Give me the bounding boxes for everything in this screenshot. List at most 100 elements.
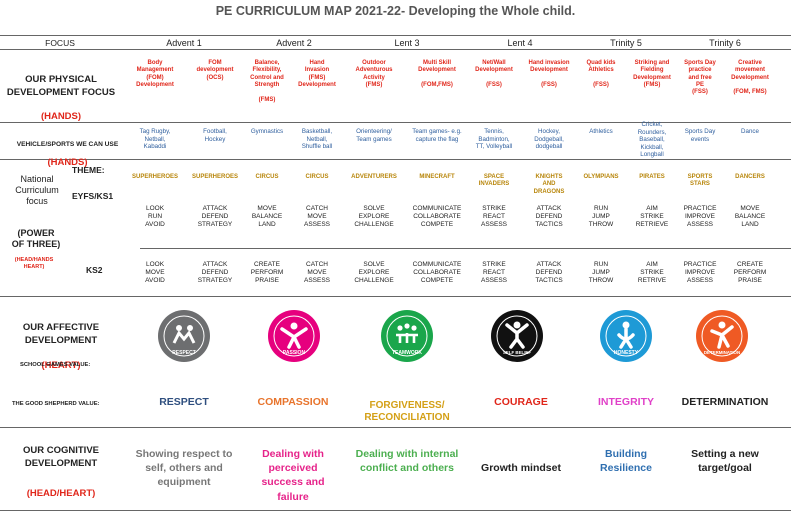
physical-focus-cell: FOM development (OCS)	[196, 60, 234, 81]
sport-cell: Team games- e.g. capture the flag	[412, 128, 462, 143]
physical-focus-cell: Net/Wall Development (FSS)	[475, 60, 513, 88]
ks2-skill-cell: ATTACK DEFEND TACTICS	[535, 261, 563, 284]
divider	[0, 49, 791, 50]
ks2-skill-cell: CREATE PERFORM PRAISE	[733, 261, 767, 284]
cognitive-cell: Showing respect to self, others and equi…	[135, 448, 233, 489]
theme-cell: OLYMPIANS	[583, 174, 619, 180]
ks2-skill-cell: PRACTICE IMPROVE ASSESS	[683, 261, 717, 284]
cognitive-sub: (HEAD/HEART)	[26, 488, 96, 499]
ks2-skill-cell: SOLVE EXPLORE CHALLENGE	[354, 261, 394, 284]
eyfs-skill-cell: RUN JUMP THROW	[588, 205, 614, 228]
determination-figure-icon: DETERMINATION	[695, 309, 749, 363]
physical-focus-cell: Striking and Fielding Development (FMS)	[633, 60, 671, 88]
divider	[0, 122, 791, 123]
shepherd-value: RESPECT	[159, 396, 209, 408]
ks2-label: KS2	[86, 265, 103, 275]
affective-label-text: OUR AFFECTIVE DEVELOPMENT	[22, 321, 100, 346]
physical-focus-cell: Hand invasion Development (FSS)	[528, 60, 570, 88]
physical-focus-cell: Body Management (FOM) Development	[136, 60, 174, 88]
divider	[140, 248, 791, 249]
cognitive-cell: Dealing with perceived success and failu…	[261, 448, 325, 503]
theme-cell: CIRCUS	[255, 174, 279, 180]
ks2-skill-cell: ATTACK DEFEND STRATEGY	[197, 261, 233, 284]
term-header: Advent 2	[276, 38, 312, 48]
page-title: PE CURRICULUM MAP 2021-22- Developing th…	[215, 4, 576, 18]
cognitive-cell: Dealing with internal conflict and other…	[355, 448, 459, 475]
term-header: Lent 3	[394, 38, 420, 48]
shepherd-value: INTEGRITY	[597, 396, 654, 408]
affective-label: OUR AFFECTIVE DEVELOPMENT (HEART)	[5, 309, 117, 373]
physical-focus-cell: Balance, Flexibility, Control and Streng…	[250, 60, 284, 103]
head-hands-heart-label: (HEAD/HANDS HEART)	[14, 257, 54, 270]
ks2-skill-cell: RUN JUMP THROW	[588, 261, 614, 284]
self-belief-figure-icon: SELF BELIEF	[490, 309, 544, 363]
theme-cell: SUPERHEROES	[191, 174, 238, 180]
ks2-skill-cell: COMMUNICATE COLLABORATE COMPETE	[412, 261, 462, 284]
eyfs-label: EYFS/KS1	[72, 191, 114, 201]
sport-cell: Sports Day events	[684, 128, 716, 143]
eyfs-skill-cell: MOVE BALANCE LAND	[734, 205, 766, 228]
eyfs-skill-cell: COMMUNICATE COLLABORATE COMPETE	[412, 205, 462, 228]
sport-cell: Orienteering/ Team games	[356, 128, 392, 143]
theme-cell: SPACE INVADERS	[478, 174, 510, 188]
respect-figures-icon: RESPECT	[157, 309, 211, 363]
sport-cell: Basketball, Netball, Shuffle ball	[301, 128, 333, 151]
national-curriculum-label: National Curriculum focus	[15, 174, 59, 206]
theme-cell: CIRCUS	[305, 174, 329, 180]
physical-focus-cell: Sports Day practice and free PE (FSS)	[684, 60, 716, 96]
sport-cell: Hockey, Dodgeball, dodgeball	[534, 128, 564, 151]
theme-label: THEME:	[72, 165, 105, 175]
term-header: Advent 1	[166, 38, 202, 48]
ks2-skill-cell: CREATE PERFORM PRAISE	[250, 261, 284, 284]
eyfs-skill-cell: LOOK RUN AVOID	[145, 205, 165, 228]
theme-cell: PIRATES	[639, 174, 665, 180]
eyfs-skill-cell: PRACTICE IMPROVE ASSESS	[683, 205, 717, 228]
cognitive-cell: Setting a new target/goal	[691, 448, 759, 475]
eyfs-skill-cell: SOLVE EXPLORE CHALLENGE	[354, 205, 394, 228]
divider	[0, 296, 791, 297]
divider	[0, 510, 791, 511]
badge-label: DETERMINATION	[704, 350, 740, 355]
term-header: Lent 4	[507, 38, 533, 48]
vehicle-sub: (HANDS)	[47, 157, 88, 169]
affective-sub: (HEART)	[41, 360, 81, 372]
physical-focus-cell: Outdoor Adventurous Activity (FMS)	[355, 60, 393, 88]
eyfs-skill-cell: STRIKE REACT ASSESS	[480, 205, 507, 228]
sport-cell: Gymnastics	[250, 128, 284, 135]
power-of-three-label: (POWER OF THREE)	[11, 228, 61, 249]
badge-label: SELF BELIEF	[503, 350, 531, 355]
shepherd-value: COMPASSION	[257, 396, 329, 408]
physical-sub: (HANDS)	[40, 111, 82, 123]
physical-focus-cell: Creative movement Development (FOM, FMS)	[731, 60, 769, 96]
shepherd-value: DETERMINATION	[681, 396, 769, 408]
sport-cell: Dance	[741, 128, 759, 135]
sport-cell: Tennis, Badminton, TT, Volleyball	[475, 128, 513, 151]
ks2-skill-cell: AIM STRIKE RETRIVE	[637, 261, 667, 284]
passion-figure-icon: PASSION	[267, 309, 321, 363]
theme-cell: DANCERS	[735, 174, 765, 180]
eyfs-skill-cell: MOVE BALANCE LAND	[251, 205, 283, 228]
sport-cell: Cricket, Rounders, Baseball, Kickball, L…	[637, 121, 667, 159]
theme-cell: SPORTS STARS	[687, 174, 713, 188]
badge-label: TEAMWORK	[392, 350, 422, 356]
eyfs-skill-cell: ATTACK DEFEND TACTICS	[535, 205, 563, 228]
physical-focus-cell: Hand Invasion (FMS) Development	[298, 60, 336, 88]
ks2-skill-cell: LOOK MOVE AVOID	[145, 261, 165, 284]
theme-cell: KNIGHTS AND DRAGONS	[533, 174, 565, 195]
vehicle-label-text: VEHICLE/SPORTS WE CAN USE	[16, 141, 119, 149]
theme-cell: ADVENTURERS	[351, 174, 397, 180]
theme-cell: MINECRAFT	[419, 174, 455, 180]
badge-label: HONESTY	[614, 350, 639, 356]
eyfs-skill-cell: AIM STRIKE RETRIEVE	[635, 205, 669, 228]
physical-focus-cell: Multi Skill Development (FOM,FMS)	[418, 60, 456, 88]
physical-label: OUR PHYSICAL DEVELOPMENT FOCUS (HANDS)	[5, 62, 117, 124]
ks2-skill-cell: CATCH MOVE ASSESS	[303, 261, 330, 284]
theme-cell: SUPERHEROES	[131, 174, 178, 180]
divider	[0, 159, 791, 160]
eyfs-skill-cell: ATTACK DEFEND STRATEGY	[197, 205, 233, 228]
physical-label-text: OUR PHYSICAL DEVELOPMENT FOCUS	[6, 74, 116, 98]
sport-cell: Athletics	[589, 128, 613, 135]
term-header: Trinity 5	[610, 38, 642, 48]
divider	[0, 35, 791, 36]
ks2-skill-cell: STRIKE REACT ASSESS	[480, 261, 507, 284]
